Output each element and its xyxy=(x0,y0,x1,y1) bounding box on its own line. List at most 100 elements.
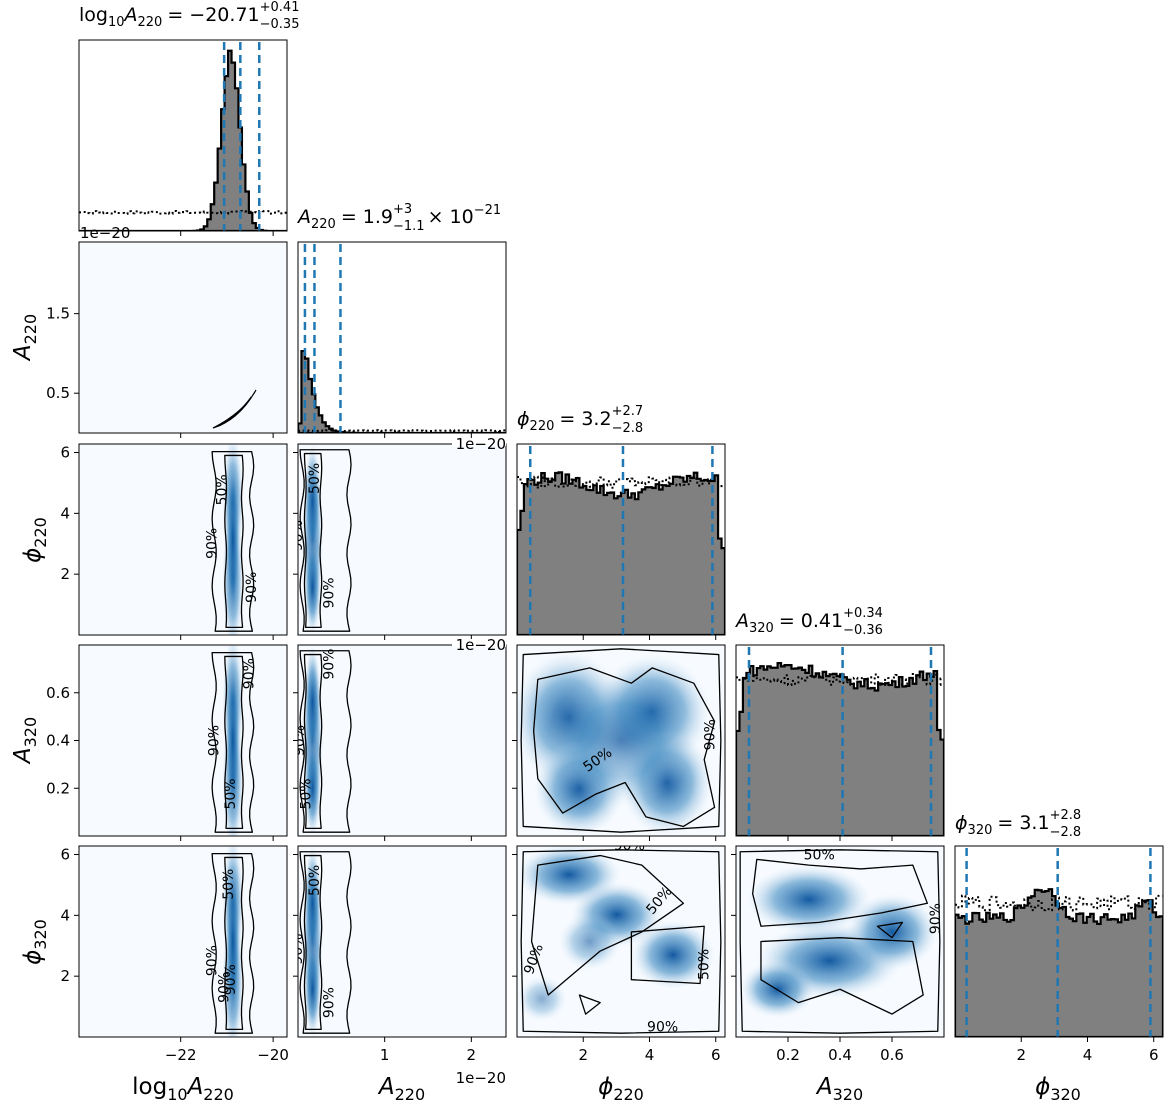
panel-frame xyxy=(516,443,726,636)
density-panel-phi220-vs-A320: 50%90% xyxy=(516,644,726,837)
y-tick-label-row-3: 0.2 xyxy=(46,779,70,797)
density-background xyxy=(79,444,287,635)
density-panel-A320-vs-phi320: 50% 90% xyxy=(735,845,945,1038)
density-blob-1 xyxy=(304,444,321,559)
contour-label-4: 90% xyxy=(647,1019,678,1035)
contour-line-1 xyxy=(530,854,685,996)
x-tick-label-A320: 0.2 xyxy=(776,1046,800,1064)
histogram-bars xyxy=(298,349,506,433)
contour-line-2 xyxy=(760,937,924,1015)
density-blob-4 xyxy=(548,673,694,808)
hist-panel-A220 xyxy=(297,241,507,434)
prior-histogram xyxy=(736,672,944,687)
contour-line-0 xyxy=(299,851,352,1034)
histogram-bars xyxy=(955,888,1163,1037)
contour-label-0: 90% xyxy=(204,945,220,976)
y-tick-label-row-4: 4 xyxy=(60,906,70,924)
x-tick-label-log10A220: −20 xyxy=(257,1046,289,1064)
y-tick-label-row-2: 4 xyxy=(60,504,70,522)
contour-line-0 xyxy=(211,651,255,833)
contour-label-2: 50% xyxy=(221,869,237,900)
contour-label-1: 90% xyxy=(242,658,258,689)
contour-line-0 xyxy=(739,849,941,1034)
x-axis-label-phi320: ϕ320 xyxy=(1035,1074,1081,1104)
contour-label-0: 50% xyxy=(307,865,323,896)
panel-frame xyxy=(516,845,726,1038)
contour-line-1 xyxy=(303,653,323,830)
histogram-bars xyxy=(736,661,944,836)
panel-frame xyxy=(78,39,288,232)
density-blob-2 xyxy=(304,539,321,635)
panel-title-A220: A220 = 1.9+3 −1.1 × 10−21 xyxy=(296,202,501,234)
contour-line-1 xyxy=(224,655,244,830)
contour-label-2: 50% xyxy=(696,949,712,980)
panel-frame xyxy=(297,845,507,1038)
y-offset-text: 1e−20 xyxy=(80,224,130,242)
y-axis-label-A220: A220 xyxy=(10,314,40,362)
density-blob-0 xyxy=(746,865,872,934)
density-panel-A220-vs-A320: 90% 90% 50% xyxy=(297,644,507,837)
x-offset-text-hidden: 1e−20 xyxy=(456,636,506,654)
density-background xyxy=(298,645,506,836)
contour-label-0: 90% xyxy=(206,725,222,756)
y-tick-label-row-3: 0.6 xyxy=(46,684,70,702)
x-axis-label-phi220: ϕ220 xyxy=(598,1074,644,1104)
contour-label-1: 90% xyxy=(290,934,306,965)
density-background xyxy=(298,444,506,635)
contour-line-1 xyxy=(532,667,716,828)
contour-label-1: 90% xyxy=(290,520,306,551)
contour-label-1: 90% xyxy=(928,903,944,934)
panel-frame xyxy=(297,443,507,636)
density-panel-log10A220-vs-A320: 90% 90% 50% xyxy=(78,644,288,837)
x-tick-label-log10A220: −22 xyxy=(165,1046,197,1064)
contour-line-1 xyxy=(303,452,323,629)
density-background xyxy=(298,846,506,1037)
hist-panel-log10A220 xyxy=(78,39,288,232)
x-offset-text-hidden: 1e−20 xyxy=(456,435,506,453)
contour-line-0 xyxy=(299,449,352,632)
contour-line-1 xyxy=(224,454,244,629)
contour-label-1: 90% xyxy=(703,719,719,750)
contour-line-1 xyxy=(751,858,929,927)
prior-histogram xyxy=(79,209,287,215)
x-axis-label-A320: A320 xyxy=(815,1074,863,1104)
contour-label-0: 90% xyxy=(204,528,220,559)
density-blob-1 xyxy=(304,645,321,760)
contour-label-0: 90% xyxy=(614,838,645,854)
density-panel-A220-vs-phi220: 50% 90% 90% xyxy=(290,443,507,636)
x-axis-label-log10A220: log10A220 xyxy=(132,1074,234,1104)
contour-line-0 xyxy=(520,648,722,833)
panel-frame xyxy=(78,241,288,434)
x-tick-label-phi320: 2 xyxy=(1016,1046,1026,1064)
x-tick-label-phi320: 6 xyxy=(1149,1046,1159,1064)
density-background xyxy=(79,846,287,1037)
prior-histogram xyxy=(955,894,1163,912)
y-tick-label-row-4: 6 xyxy=(60,846,70,864)
density-blob-2 xyxy=(631,920,715,990)
density-background xyxy=(79,242,287,433)
density-blob-2 xyxy=(304,740,321,836)
contour-label-2: 90% xyxy=(321,987,337,1018)
panel-title-A320: A320 = 0.41+0.34 −0.36 xyxy=(734,606,883,638)
hist-panel-A320 xyxy=(735,644,945,837)
density-panel-log10A220-vs-phi220: 90% 90% 50% xyxy=(78,443,288,636)
density-panel-log10A220-vs-phi320: 90%90% 50% 90% xyxy=(78,845,288,1038)
y-tick-label-row-1: 0.5 xyxy=(46,384,70,402)
density-blob-1 xyxy=(304,846,321,961)
density-blob-2 xyxy=(225,654,241,827)
contour-label-0: 50% xyxy=(307,463,323,494)
contour-line-3 xyxy=(578,994,601,1015)
density-panel-A220-vs-phi320: 50% 90% 90% xyxy=(290,845,507,1038)
density-blob-2 xyxy=(225,453,241,626)
density-blob-2 xyxy=(225,855,241,1028)
contour-line-0 xyxy=(211,450,255,632)
x-tick-label-phi220: 6 xyxy=(711,1046,721,1064)
y-axis-label-A320: A320 xyxy=(10,717,40,765)
contour-line-1 xyxy=(303,854,323,1031)
panel-title-phi220: ϕ220 = 3.2+2.7 −2.8 xyxy=(517,404,643,436)
y-axis-label-phi220: ϕ220 xyxy=(20,517,50,563)
panel-frame xyxy=(954,845,1164,1038)
contour-label-2: 50% xyxy=(215,474,231,505)
contour-label-2: 50% xyxy=(223,778,239,809)
